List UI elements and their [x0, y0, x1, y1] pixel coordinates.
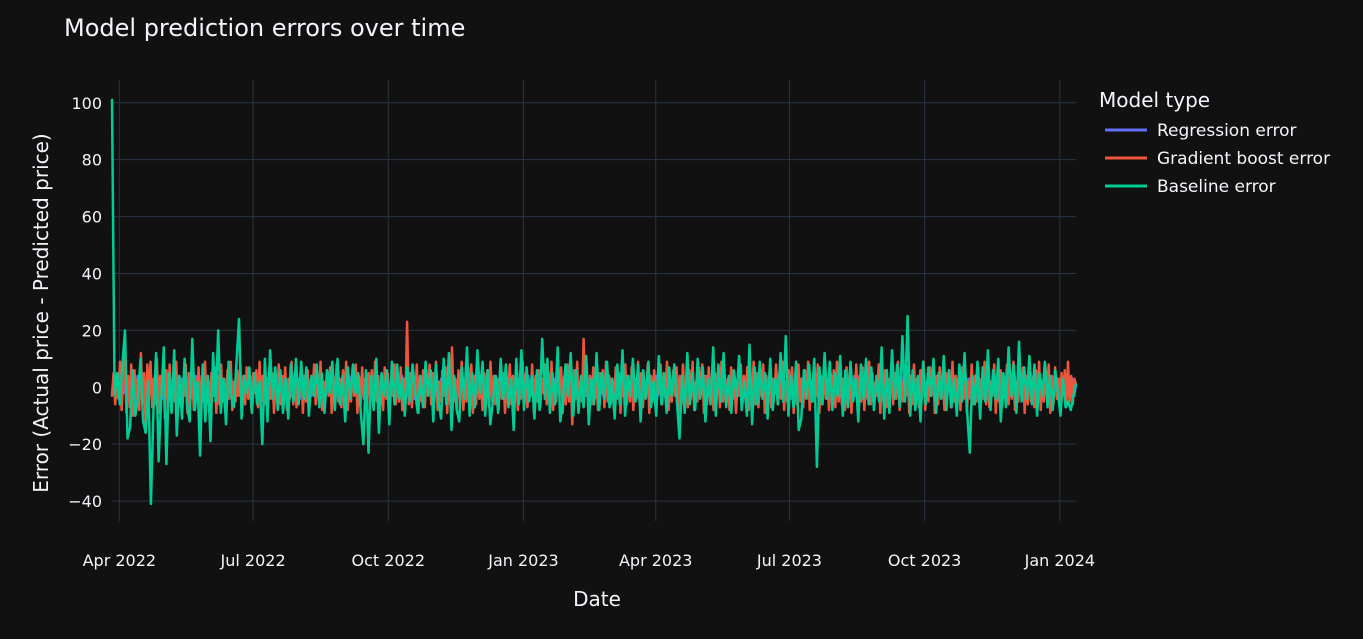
legend-item-label: Gradient boost error [1157, 149, 1330, 169]
x-tick-label: Jul 2022 [220, 551, 286, 570]
x-tick-label: Oct 2022 [352, 551, 425, 570]
chart-title: Model prediction errors over time [64, 14, 465, 42]
y-tick-label: −20 [68, 435, 102, 454]
y-tick-label: −40 [68, 492, 102, 511]
x-tick-label: Jan 2024 [1024, 551, 1095, 570]
x-tick-label: Jan 2023 [487, 551, 558, 570]
y-tick-label: 60 [82, 208, 102, 227]
y-tick-label: 80 [82, 151, 102, 170]
y-tick-label: 100 [71, 94, 102, 113]
y-axis-title: Error (Actual price - Predicted price) [29, 133, 53, 492]
series-line-baseline-error [110, 98, 1078, 506]
legend[interactable]: Model type Regression error Gradient boos… [1099, 88, 1330, 197]
x-axis-title: Date [573, 587, 621, 611]
legend-title: Model type [1099, 88, 1210, 112]
series-lines [110, 98, 1078, 506]
x-tick-label: Apr 2022 [83, 551, 156, 570]
y-tick-label: 0 [92, 378, 102, 397]
y-axis-ticks: 100 80 60 40 20 0 −20 −40 [68, 94, 102, 511]
legend-item-label: Baseline error [1157, 177, 1276, 197]
x-tick-label: Oct 2023 [888, 551, 961, 570]
x-tick-label: Jul 2023 [756, 551, 822, 570]
legend-item-label: Regression error [1157, 121, 1297, 141]
y-tick-label: 40 [82, 264, 102, 283]
x-axis-ticks: Apr 2022 Jul 2022 Oct 2022 Jan 2023 Apr 2023… [83, 551, 1095, 570]
x-tick-label: Apr 2023 [619, 551, 692, 570]
y-tick-label: 20 [82, 321, 102, 340]
